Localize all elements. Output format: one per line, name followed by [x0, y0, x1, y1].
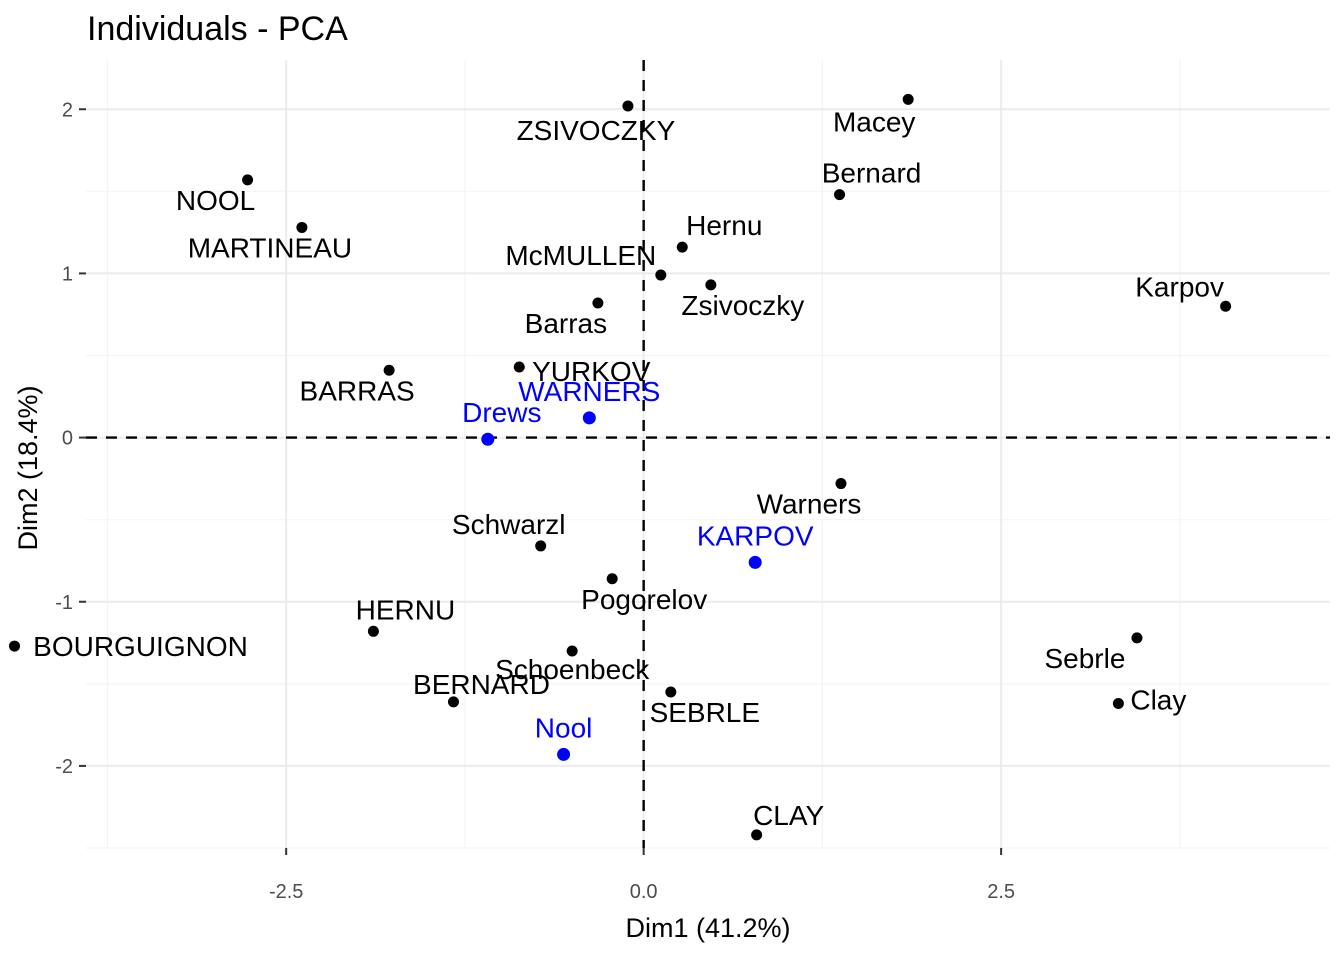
label-zsivoczky: Zsivoczky	[681, 290, 804, 321]
point-bernard	[834, 189, 846, 201]
point-zsivoczky	[705, 279, 717, 291]
label-sebrle: SEBRLE	[650, 697, 761, 728]
point-karpov	[748, 555, 762, 569]
label-hernu: HERNU	[356, 594, 456, 625]
label-macey: Macey	[833, 106, 915, 137]
point-sebrle	[1131, 632, 1143, 644]
label-schwarzl: Schwarzl	[452, 509, 566, 540]
y-tick-label: 0	[62, 428, 73, 450]
point-barras	[592, 297, 604, 309]
point-clay	[1112, 698, 1124, 710]
point-drews	[481, 432, 495, 446]
reference-lines	[86, 60, 1330, 848]
point-barras	[383, 364, 395, 376]
label-warners: Warners	[757, 489, 862, 520]
label-schoenbeck: Schoenbeck	[495, 654, 650, 685]
label-barras: Barras	[525, 308, 607, 339]
point-warners	[582, 411, 596, 425]
label-karpov: KARPOV	[697, 520, 814, 551]
label-drews: Drews	[462, 397, 541, 428]
point-schwarzl	[535, 540, 547, 552]
label-clay: CLAY	[753, 800, 824, 831]
point-hernu	[367, 625, 379, 637]
point-warners	[835, 478, 847, 490]
x-tick-label: -2.5	[269, 881, 303, 903]
point-mcmullen	[655, 269, 667, 281]
label-bernard: Bernard	[822, 158, 922, 189]
label-bourguignon: BOURGUIGNON	[33, 631, 248, 662]
label-bernard: BERNARD	[413, 669, 550, 700]
points	[9, 93, 1232, 841]
point-labels: SEBRLE CLAY BERNARD YURKOV ZSIVOCZKY McMULLEN…	[33, 106, 1224, 830]
point-zsivoczky	[622, 100, 634, 112]
label-yurkov: YURKOV	[532, 356, 651, 387]
label-sebrle: Sebrle	[1044, 643, 1125, 674]
point-schoenbeck	[566, 645, 578, 657]
label-nool: Nool	[535, 712, 593, 743]
point-nool	[557, 747, 571, 761]
point-bourguignon	[9, 640, 21, 652]
y-tick-label: 1	[62, 263, 73, 285]
point-yurkov	[513, 361, 525, 373]
point-pogorelov	[606, 573, 618, 585]
label-mcmullen: McMULLEN	[505, 240, 656, 271]
y-tick-label: -1	[55, 592, 73, 614]
x-axis-title: Dim1 (41.2%)	[625, 913, 790, 943]
point-karpov	[1220, 300, 1232, 312]
label-warners: WARNERS	[518, 376, 660, 407]
y-tick-label: -2	[55, 756, 73, 778]
label-barras: BARRAS	[300, 375, 415, 406]
x-tick-label: 2.5	[987, 881, 1015, 903]
label-zsivoczky: ZSIVOCZKY	[517, 115, 676, 146]
point-clay	[751, 829, 763, 841]
axes: -2.5 0.0 2.5 -2 -1 0 1 2	[55, 99, 1015, 903]
label-clay: Clay	[1130, 685, 1186, 716]
y-tick-label: 2	[62, 99, 73, 121]
label-hernu: Hernu	[686, 210, 762, 241]
label-karpov: Karpov	[1135, 271, 1224, 302]
x-tick-label: 0.0	[630, 881, 658, 903]
point-martineau	[296, 221, 308, 233]
point-bernard	[447, 696, 459, 708]
point-macey	[902, 93, 914, 105]
label-pogorelov: Pogorelov	[581, 584, 707, 615]
point-sebrle	[665, 686, 677, 698]
y-axis-title: Dim2 (18.4%)	[13, 385, 43, 550]
label-martineau: MARTINEAU	[188, 232, 352, 263]
label-nool: NOOL	[176, 185, 255, 216]
grid	[86, 60, 1330, 849]
chart-title: Individuals - PCA	[87, 10, 348, 48]
point-hernu	[676, 241, 688, 253]
point-nool	[242, 174, 254, 186]
